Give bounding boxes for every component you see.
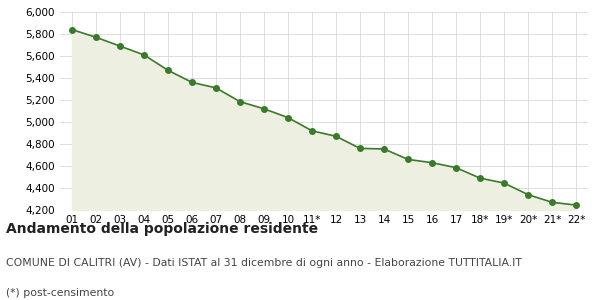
Point <box>91 35 101 40</box>
Point <box>283 115 293 120</box>
Point <box>163 68 173 73</box>
Point <box>475 176 485 181</box>
Point <box>547 200 557 205</box>
Point <box>139 52 149 57</box>
Text: (*) post-censimento: (*) post-censimento <box>6 288 114 298</box>
Point <box>259 106 269 111</box>
Point <box>331 134 341 139</box>
Point <box>379 147 389 152</box>
Point <box>523 192 533 197</box>
Point <box>211 85 221 90</box>
Point <box>187 80 197 85</box>
Text: COMUNE DI CALITRI (AV) - Dati ISTAT al 31 dicembre di ogni anno - Elaborazione T: COMUNE DI CALITRI (AV) - Dati ISTAT al 3… <box>6 258 522 268</box>
Point <box>67 27 77 32</box>
Point <box>427 160 437 165</box>
Point <box>307 128 317 133</box>
Point <box>451 165 461 170</box>
Point <box>499 181 509 185</box>
Point <box>115 44 125 49</box>
Point <box>235 99 245 104</box>
Point <box>355 146 365 151</box>
Point <box>571 203 581 208</box>
Point <box>403 157 413 162</box>
Text: Andamento della popolazione residente: Andamento della popolazione residente <box>6 222 318 236</box>
